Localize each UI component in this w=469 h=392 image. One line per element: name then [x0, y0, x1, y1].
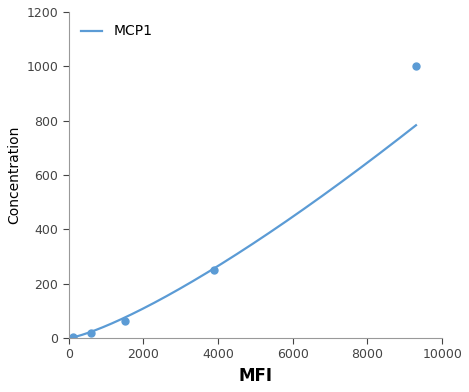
- MCP1: [338, 180, 343, 185]
- MCP1: [105, 323, 110, 328]
- Y-axis label: Concentration: Concentration: [7, 126, 21, 224]
- MCP1: [209, 268, 214, 272]
- Line: MCP1: MCP1: [73, 125, 416, 338]
- MCP1: [413, 123, 419, 128]
- MCP1: [306, 203, 311, 208]
- Legend: MCP1: MCP1: [76, 19, 158, 44]
- MCP1: [221, 260, 227, 265]
- MCP1: [70, 335, 76, 340]
- MCP1: [344, 176, 349, 181]
- X-axis label: MFI: MFI: [238, 367, 272, 385]
